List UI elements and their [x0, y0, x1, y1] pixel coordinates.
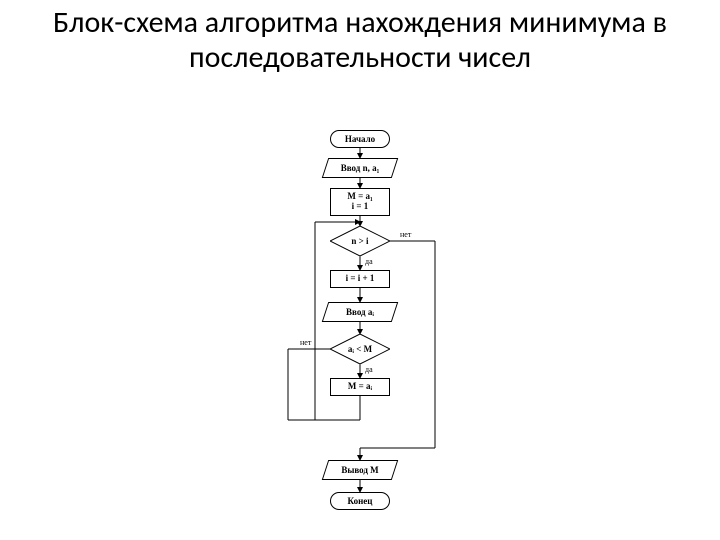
- node-end: Конец: [330, 492, 390, 510]
- node-input2-label: Ввод aᵢ: [325, 302, 395, 322]
- node-assign-label: M = aᵢ: [348, 382, 372, 392]
- node-inc-label: i = i + 1: [346, 274, 375, 284]
- node-start: Начало: [330, 130, 390, 148]
- node-end-label: Конец: [348, 496, 373, 506]
- node-cond2-label: aᵢ < M: [330, 334, 390, 364]
- node-input2: Ввод aᵢ: [325, 302, 395, 322]
- node-cond1-label: n > i: [330, 226, 390, 256]
- node-cond2: aᵢ < M: [330, 334, 390, 364]
- node-init-label: M = a₁ i = 1: [347, 192, 372, 212]
- node-start-label: Начало: [345, 134, 375, 144]
- node-inc: i = i + 1: [330, 270, 390, 288]
- node-output-label: Вывод M: [325, 460, 395, 480]
- edge-no2: нет: [300, 338, 311, 347]
- node-output: Вывод M: [325, 460, 395, 480]
- flowchart: Начало Ввод n, a₁ M = a₁ i = 1 n > i нет…: [260, 130, 460, 525]
- node-cond1: n > i: [330, 226, 390, 256]
- node-input1-label: Ввод n, a₁: [325, 158, 395, 178]
- edge-yes2: да: [365, 365, 373, 374]
- edge-yes1: да: [365, 257, 373, 266]
- node-init: M = a₁ i = 1: [330, 188, 390, 216]
- edge-no1: нет: [400, 230, 411, 239]
- slide-title: Блок-схема алгоритма нахождения минимума…: [0, 6, 720, 75]
- node-assign: M = aᵢ: [330, 378, 390, 396]
- node-input1: Ввод n, a₁: [325, 158, 395, 178]
